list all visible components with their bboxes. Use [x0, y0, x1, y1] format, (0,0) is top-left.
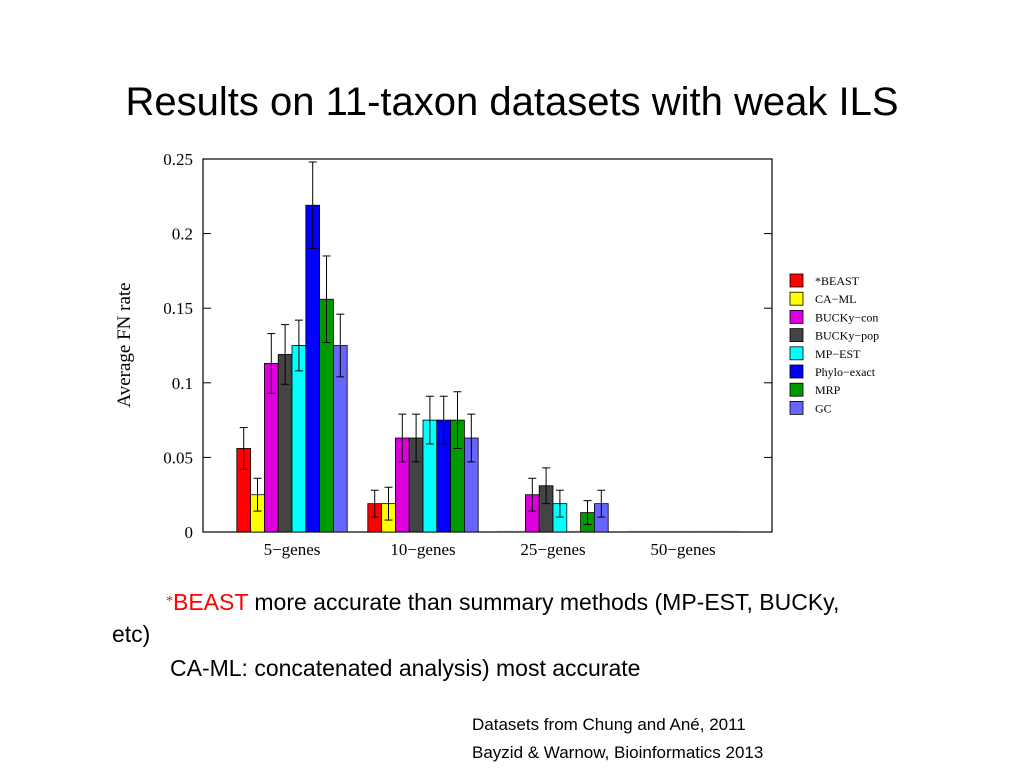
legend-label: CA−ML	[815, 292, 856, 306]
bullet-line-3: CA-ML: concatenated analysis) most accur…	[170, 655, 641, 681]
bar	[291, 345, 307, 533]
bullet-line-1-text: more accurate than summary methods (MP-E…	[248, 589, 840, 615]
x-tick-label: 25−genes	[520, 540, 585, 559]
legend-label: MRP	[815, 383, 841, 397]
bullet-line-1: *BEAST more accurate than summary method…	[166, 589, 839, 616]
legend-label: BUCKy−con	[815, 310, 878, 324]
legend-label: Phylo−exact	[815, 365, 876, 379]
x-tick-label: 5−genes	[264, 540, 321, 559]
legend-swatch	[789, 400, 804, 415]
plot-frame	[202, 158, 773, 533]
y-tick-label: 0.2	[172, 225, 193, 244]
legend-label: GC	[815, 401, 832, 415]
legend-swatch	[789, 291, 804, 306]
y-tick-label: 0.25	[163, 150, 193, 169]
bullet-line-2: etc)	[112, 621, 151, 647]
legend-swatch	[789, 328, 804, 343]
y-axis-label: Average FN rate	[114, 282, 135, 407]
legend-label: BUCKy−pop	[815, 329, 879, 343]
credit-line-2: Bayzid & Warnow, Bioinformatics 2013	[472, 743, 764, 762]
asterisk: *	[166, 594, 173, 609]
y-tick-label: 0	[185, 523, 194, 542]
legend-swatch	[789, 273, 804, 288]
legend-swatch	[789, 364, 804, 379]
x-tick-label: 50−genes	[650, 540, 715, 559]
legend-swatch	[789, 382, 804, 397]
slide-title: Results on 11-taxon datasets with weak I…	[125, 80, 899, 124]
credit-line-1: Datasets from Chung and Ané, 2011	[472, 715, 746, 734]
legend-swatch	[789, 309, 804, 324]
legend-label: *BEAST	[815, 274, 860, 288]
bar	[305, 204, 320, 533]
beast-highlight: BEAST	[173, 589, 248, 615]
legend-swatch	[789, 346, 804, 361]
y-tick-label: 0.15	[163, 299, 193, 318]
y-tick-label: 0.05	[163, 448, 193, 467]
x-tick-label: 10−genes	[390, 540, 455, 559]
legend-label: MP−EST	[815, 347, 861, 361]
y-tick-label: 0.1	[172, 374, 193, 393]
